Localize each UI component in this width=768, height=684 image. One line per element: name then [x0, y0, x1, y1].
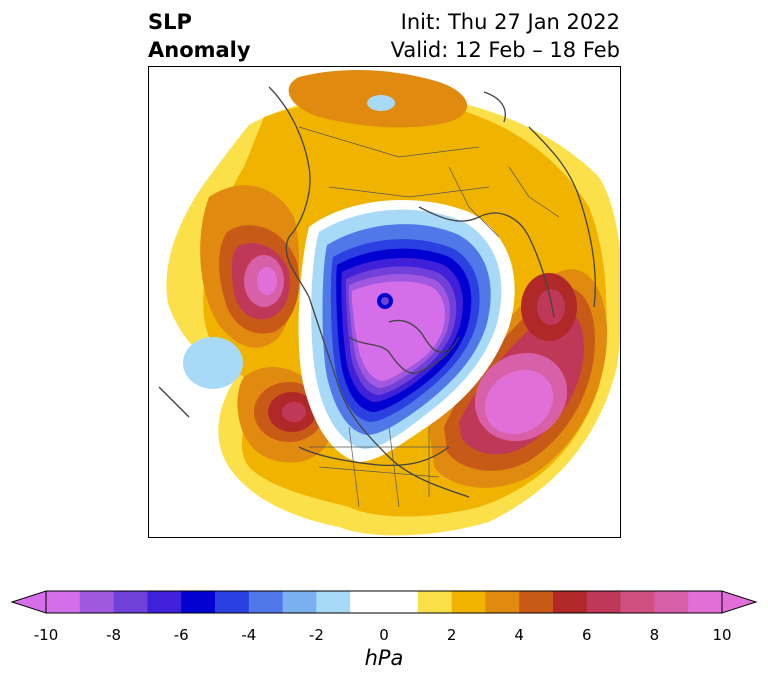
central-pacific-low — [183, 337, 243, 389]
slp-anomaly-map — [148, 66, 621, 538]
country-borders — [298, 126, 560, 508]
title-line-1: SLP — [148, 10, 192, 34]
colorbar-tick-label: -10 — [33, 626, 59, 644]
colorbar-segment — [451, 591, 486, 613]
colorbar-tick-label: 8 — [649, 626, 660, 644]
chart-title: SLP Anomaly — [148, 8, 251, 64]
colorbar-segment — [215, 591, 250, 613]
colorbar-segment — [282, 591, 317, 613]
colorbar-segment — [417, 591, 453, 613]
colorbar — [10, 590, 758, 614]
colorbar-segment — [620, 591, 655, 613]
atlantic-high-peak — [484, 369, 554, 435]
colorbar-tick-label: 4 — [514, 626, 524, 644]
colorbar-tick-label: -4 — [241, 626, 257, 644]
colorbar-extend-max — [721, 590, 758, 614]
colorbar-segment — [248, 591, 284, 613]
map-canvas — [149, 70, 620, 536]
colorbar-segment — [350, 591, 385, 613]
forecast-info: Init: Thu 27 Jan 2022 Valid: 12 Feb – 18… — [391, 8, 620, 64]
colorbar-unit-label: hPa — [364, 646, 404, 670]
colorbar-tick-label: -8 — [106, 626, 122, 644]
colorbar-segment — [688, 591, 723, 613]
colorbar-segment — [181, 591, 216, 613]
colorbar-segment — [113, 591, 148, 613]
colorbar-tick-label: 10 — [712, 626, 732, 644]
init-date: Init: Thu 27 Jan 2022 — [400, 10, 620, 34]
colorbar-segment — [654, 591, 689, 613]
colorbar-tick-label: -2 — [308, 626, 324, 644]
colorbar-segment — [79, 591, 115, 613]
colorbar-tick-label: 0 — [379, 626, 389, 644]
alaska-high-peak — [257, 267, 277, 295]
colorbar-segment — [384, 591, 419, 613]
low-center-dot — [381, 297, 389, 305]
colorbar-tick-label: 6 — [582, 626, 592, 644]
arctic-low-core — [351, 281, 445, 381]
colorbar-outline — [45, 590, 723, 614]
title-line-2: Anomaly — [148, 38, 251, 62]
pacific-high-peak — [282, 402, 306, 422]
colorbar-segment — [316, 591, 351, 613]
north-pole-low-pocket — [367, 95, 395, 111]
colorbar-tick-label: 2 — [446, 626, 457, 644]
asia-high-core — [537, 289, 565, 325]
colorbar-segment — [586, 591, 622, 613]
map-edge-blank — [149, 285, 159, 321]
colorbar-segment — [553, 591, 588, 613]
colorbar-segment — [147, 591, 182, 613]
colorbar-segment — [46, 591, 81, 613]
coastlines — [158, 86, 596, 498]
colorbar-segment — [519, 591, 554, 613]
colorbar-tick-label: -6 — [173, 626, 189, 644]
colorbar-segment — [485, 591, 520, 613]
colorbar-extend-min — [10, 590, 47, 614]
valid-range: Valid: 12 Feb – 18 Feb — [390, 38, 620, 62]
